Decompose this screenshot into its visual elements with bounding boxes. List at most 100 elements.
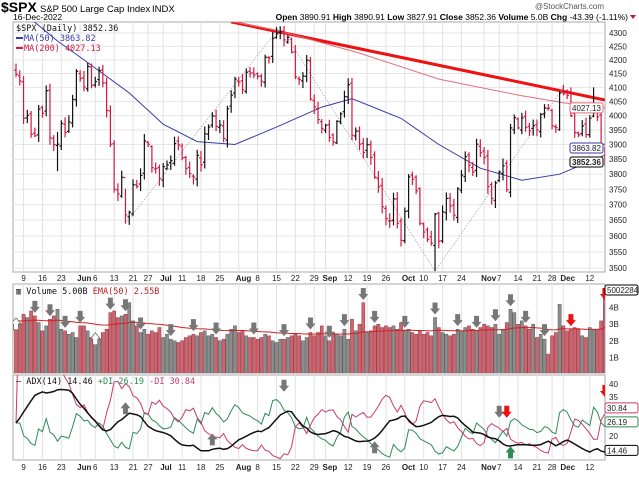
- price-bar: [206, 124, 211, 140]
- volume-bar: [463, 327, 468, 373]
- line-icon: —: [16, 377, 26, 387]
- volume-bar: [316, 332, 320, 373]
- volume-bar: [357, 324, 362, 373]
- x-tick-label: 9: [21, 463, 26, 472]
- volume-bar: [467, 325, 471, 373]
- volume-bar: [195, 335, 200, 373]
- close-label: Close: [440, 12, 463, 22]
- x-tick-label: 23: [57, 274, 66, 283]
- price-bar: [112, 140, 116, 193]
- volume-bar: [319, 325, 324, 373]
- x-tick-label: 6: [93, 274, 98, 283]
- price-bar: [535, 119, 539, 137]
- arrow-down-icon: [339, 314, 350, 327]
- price-bar: [225, 105, 230, 148]
- open-label: Open: [276, 12, 298, 22]
- volume-bar: [138, 332, 143, 373]
- x-tick-label: 10: [419, 274, 428, 283]
- volume-bar: [51, 315, 56, 373]
- volume-bar: [387, 327, 392, 373]
- close-last-label-box: [569, 156, 604, 168]
- volume-bar: [486, 325, 490, 373]
- price-bar: [104, 77, 109, 118]
- x-tick-label: Jun: [77, 463, 91, 472]
- price-bar: [195, 149, 199, 187]
- low-label: Low: [387, 12, 404, 22]
- x-tick-label: 22: [291, 274, 300, 283]
- volume-bar: [70, 332, 75, 373]
- price-bar: [82, 70, 86, 92]
- price-bar: [478, 139, 483, 158]
- price-bar: [199, 150, 203, 172]
- x-tick-label: 14: [514, 463, 523, 472]
- close-value: 3852.36: [465, 12, 496, 22]
- legend-ma50: MA(50) 3863.82: [24, 34, 96, 44]
- price-tick-label: 3700: [609, 201, 627, 210]
- bar-chart-icon: ▥: [16, 287, 26, 297]
- arrow-down-icon: [60, 315, 71, 328]
- arrow-down-icon: [490, 309, 501, 322]
- volume-bar: [202, 330, 207, 373]
- x-tick-label: 25: [215, 463, 224, 472]
- price-bar: [21, 76, 26, 125]
- ma50-last-label-box: [569, 142, 604, 154]
- plus-di-last-label-box: [604, 416, 639, 428]
- arrow-down-icon: [501, 405, 512, 418]
- price-bar: [418, 187, 422, 226]
- volume-last-label-box: [604, 284, 639, 296]
- x-tick-label: Dec: [560, 274, 575, 283]
- x-tick-label: 16: [38, 274, 47, 283]
- price-bar: [236, 76, 241, 87]
- price-bar: [274, 27, 279, 39]
- x-tick-label: Dec: [560, 463, 575, 472]
- x-tick-label: 6: [93, 463, 98, 472]
- price-bar: [312, 94, 317, 115]
- x-axis-top: 9 16 23 Jun 6 13 21 27 Jul 11 18 25 Aug 8 15 22 29 Sep 12 1…: [21, 274, 594, 283]
- volume-bar: [557, 304, 562, 373]
- price-bar: [353, 127, 358, 141]
- x-tick-label: 21: [129, 463, 138, 472]
- volume-bar: [418, 330, 422, 373]
- price-bar: [523, 110, 528, 132]
- arrow-up-icon: [369, 441, 380, 454]
- price-bar: [187, 161, 192, 179]
- price-bar: [70, 94, 75, 128]
- volume-bar: [489, 327, 494, 373]
- x-tick-label: 14: [514, 274, 523, 283]
- price-bar: [497, 170, 501, 183]
- volume-bar: [176, 342, 181, 373]
- price-bar: [357, 126, 362, 151]
- x-tick-label: 24: [457, 463, 466, 472]
- volume-bar: [448, 335, 452, 373]
- volume-tick-label: 3B: [609, 320, 619, 329]
- price-bar: [414, 175, 418, 195]
- price-bar: [123, 177, 128, 224]
- x-tick-label: Nov: [481, 274, 497, 283]
- volume-bar: [289, 335, 294, 373]
- volume-bar: [229, 328, 233, 373]
- legend-adx: — ADX(14) 14.46 +DI 26.19 -DI 30.84: [16, 377, 195, 387]
- price-legend: $SPX (Daily) 3852.36 MA(50) 3863.82 MA(2…: [16, 24, 118, 54]
- volume-bar: [236, 332, 241, 373]
- volume-bar: [452, 333, 456, 373]
- price-bar: [48, 83, 52, 145]
- price-bar: [51, 135, 56, 152]
- volume-bar: [33, 315, 37, 373]
- price-bar: [142, 134, 147, 180]
- x-tick-label: 9: [21, 274, 26, 283]
- minus-di-last-label-box: [604, 402, 639, 414]
- adx-tick-label: 40: [609, 380, 618, 389]
- legend-volume-text: Volume 5.00B: [26, 287, 87, 297]
- price-bar: [425, 227, 430, 243]
- price-bar: [486, 150, 490, 194]
- volume-bar: [384, 325, 388, 373]
- arrow-down-icon: [358, 288, 369, 300]
- price-bar: [459, 170, 464, 194]
- price-bar: [135, 179, 139, 189]
- volume-bar: [270, 340, 275, 373]
- plus-di-last-label: 26.19: [607, 418, 628, 427]
- volume-bar: [331, 332, 335, 373]
- price-bar: [584, 117, 588, 138]
- volume-bar: [199, 332, 203, 373]
- arrow-up-icon: [13, 317, 22, 331]
